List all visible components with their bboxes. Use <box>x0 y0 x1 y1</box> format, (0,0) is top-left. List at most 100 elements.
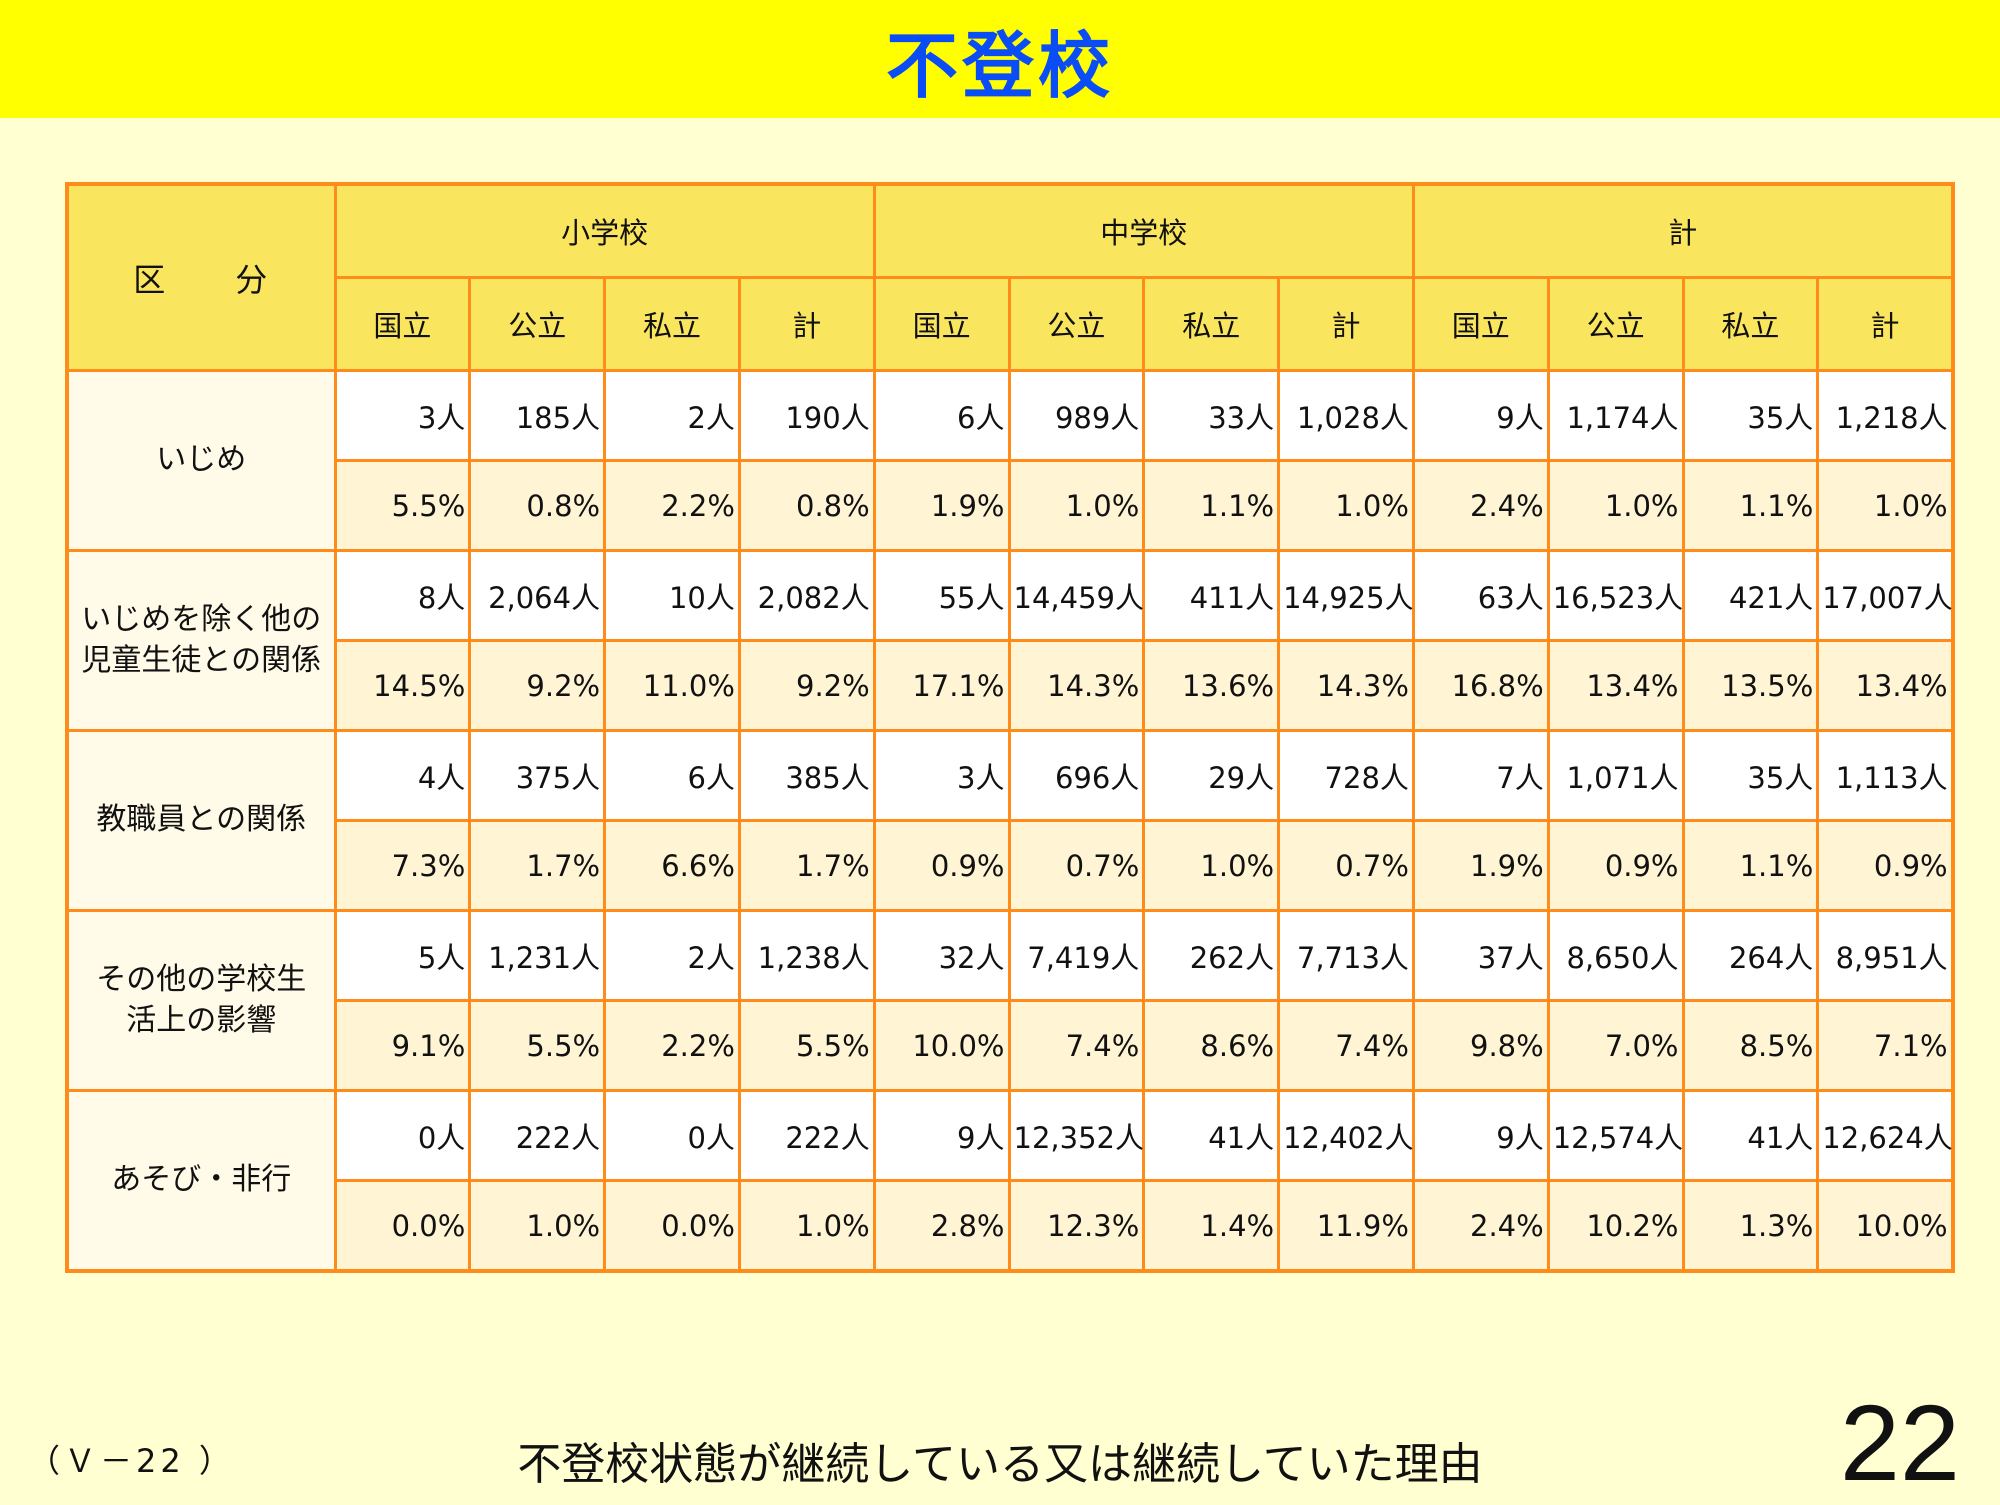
percent-cell: 5.5% <box>468 999 607 1092</box>
percent-cell: 10.0% <box>872 999 1011 1092</box>
count-cell: 7,419人 <box>1007 909 1146 1002</box>
count-cell: 12,402人 <box>1277 1089 1415 1182</box>
percent-cell: 1.9% <box>1411 819 1550 912</box>
count-cell: 63人 <box>1411 549 1550 642</box>
percent-cell: 2.2% <box>603 999 741 1092</box>
count-cell: 1,028人 <box>1277 369 1415 462</box>
count-cell: 190人 <box>737 369 876 462</box>
count-cell: 41人 <box>1681 1089 1820 1182</box>
percent-cell: 1.0% <box>1546 459 1685 552</box>
percent-cell: 9.2% <box>468 639 607 732</box>
count-cell: 1,231人 <box>468 909 607 1002</box>
row-category-line: いじめを除く他の <box>81 602 322 637</box>
table-row-count: 教職員との関係 4人 375人 6人 385人 3人 696人 29人 728人 7人 1,071人… <box>65 729 1955 912</box>
percent-cell: 8.5% <box>1681 999 1820 1092</box>
percent-cell: 5.5% <box>737 999 876 1092</box>
count-cell: 375人 <box>468 729 607 822</box>
count-cell: 1,071人 <box>1546 729 1685 822</box>
column-header: 私立 <box>603 276 741 372</box>
percent-cell: 0.8% <box>737 459 876 552</box>
row-category: あそび・非行 <box>65 1089 337 1273</box>
column-header: 計 <box>1816 276 1955 372</box>
count-cell: 0人 <box>333 1089 472 1182</box>
slide-caption: 不登校状態が継続している又は継続していた理由 <box>517 1439 1483 1490</box>
row-category: いじめ <box>65 369 337 552</box>
percent-cell: 14.3% <box>1277 639 1415 732</box>
count-cell: 1,218人 <box>1816 369 1955 462</box>
group-header-total: 計 <box>1411 182 1955 279</box>
count-cell: 6人 <box>603 729 741 822</box>
row-category: いじめを除く他の 児童生徒との関係 <box>65 549 337 732</box>
percent-cell: 0.7% <box>1277 819 1415 912</box>
count-cell: 7,713人 <box>1277 909 1415 1002</box>
count-cell: 7人 <box>1411 729 1550 822</box>
percent-cell: 2.2% <box>603 459 741 552</box>
column-header: 私立 <box>1681 276 1820 372</box>
count-cell: 37人 <box>1411 909 1550 1002</box>
percent-cell: 0.0% <box>333 1179 472 1273</box>
count-cell: 0人 <box>603 1089 741 1182</box>
percent-cell: 11.9% <box>1277 1179 1415 1273</box>
group-header-elementary: 小学校 <box>333 182 876 279</box>
row-category-line: 児童生徒との関係 <box>81 642 322 678</box>
percent-cell: 8.6% <box>1142 999 1281 1092</box>
count-cell: 10人 <box>603 549 741 642</box>
count-cell: 9人 <box>872 1089 1011 1182</box>
table-body: いじめ 3人 185人 2人 190人 6人 989人 33人 1,028人 9人 1,174人 35… <box>65 369 1955 1273</box>
column-header: 計 <box>1277 276 1415 372</box>
percent-cell: 7.4% <box>1007 999 1146 1092</box>
count-cell: 33人 <box>1142 369 1281 462</box>
count-cell: 1,174人 <box>1546 369 1685 462</box>
column-header: 公立 <box>1007 276 1146 372</box>
percent-cell: 12.3% <box>1007 1179 1146 1273</box>
table-row-percent: 14.5% 9.2% 11.0% 9.2% 17.1% 14.3% 13.6% 14.3% 16… <box>67 639 1955 732</box>
percent-cell: 16.8% <box>1411 639 1550 732</box>
percent-cell: 2.4% <box>1411 1179 1550 1273</box>
percent-cell: 1.7% <box>737 819 876 912</box>
subheader-row: 国立 公立 私立計国立 公立 私立計国立 公立 私立計 <box>67 276 1955 372</box>
percent-cell: 2.4% <box>1411 459 1550 552</box>
data-table: 区 分 小学校 中学校 計 国立 公立 私立計国立 公立 私立計国立 公立 私立計 いじめ 3… <box>65 182 1955 1273</box>
percent-cell: 14.3% <box>1007 639 1146 732</box>
table-row-percent: 9.1% 5.5% 2.2% 5.5% 10.0% 7.4% 8.6% 7.4% 9.8% 7.0… <box>67 999 1955 1092</box>
table-row-count: あそび・非行 0人 222人 0人 222人 9人 12,352人 41人 12,402人 9人 1… <box>65 1089 1955 1273</box>
count-cell: 696人 <box>1007 729 1146 822</box>
count-cell: 17,007人 <box>1816 549 1955 642</box>
percent-cell: 0.9% <box>1546 819 1685 912</box>
page-number: 22 <box>1839 1382 1960 1503</box>
data-table-container: 区 分 小学校 中学校 計 国立 公立 私立計国立 公立 私立計国立 公立 私立計 いじめ 3… <box>65 182 1955 1273</box>
percent-cell: 0.8% <box>468 459 607 552</box>
count-cell: 728人 <box>1277 729 1415 822</box>
percent-cell: 1.9% <box>872 459 1011 552</box>
count-cell: 12,352人 <box>1007 1089 1146 1182</box>
count-cell: 1,238人 <box>737 909 876 1002</box>
count-cell: 35人 <box>1681 369 1820 462</box>
percent-cell: 2.8% <box>872 1179 1011 1273</box>
count-cell: 9人 <box>1411 369 1550 462</box>
count-cell: 264人 <box>1681 909 1820 1002</box>
count-cell: 12,574人 <box>1546 1089 1685 1182</box>
group-header-row: 区 分 小学校 中学校 計 <box>65 182 1955 372</box>
count-cell: 29人 <box>1142 729 1281 822</box>
count-cell: 35人 <box>1681 729 1820 822</box>
row-category: その他の学校生 活上の影響 <box>65 909 337 1092</box>
count-cell: 222人 <box>737 1089 876 1182</box>
count-cell: 2人 <box>603 909 741 1002</box>
count-cell: 421人 <box>1681 549 1820 642</box>
table-row-count: いじめを除く他の 児童生徒との関係 8人 2,064人 10人 2,082人 55人 14,4… <box>65 549 1955 732</box>
count-cell: 3人 <box>872 729 1011 822</box>
percent-cell: 1.0% <box>1142 819 1281 912</box>
percent-cell: 13.5% <box>1681 639 1820 732</box>
count-cell: 8,951人 <box>1816 909 1955 1002</box>
column-header: 公立 <box>468 276 607 372</box>
count-cell: 8人 <box>333 549 472 642</box>
count-cell: 2,064人 <box>468 549 607 642</box>
percent-cell: 9.2% <box>737 639 876 732</box>
percent-cell: 5.5% <box>333 459 472 552</box>
column-header: 国立 <box>333 276 472 372</box>
percent-cell: 7.1% <box>1816 999 1955 1092</box>
percent-cell: 0.7% <box>1007 819 1146 912</box>
column-header: 国立 <box>1411 276 1550 372</box>
count-cell: 6人 <box>872 369 1011 462</box>
count-cell: 8,650人 <box>1546 909 1685 1002</box>
